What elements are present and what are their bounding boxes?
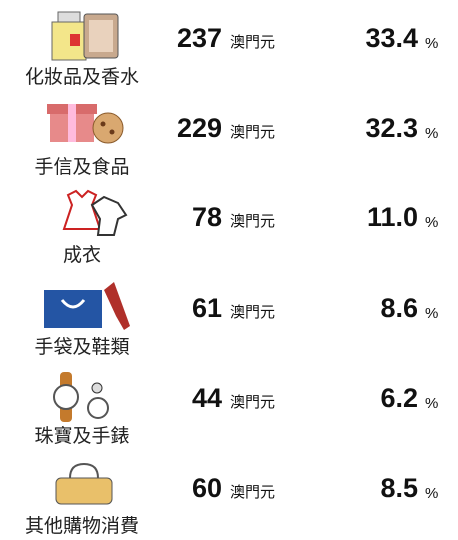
category-label: 珠寶及手錶 [34,425,129,447]
amount-unit: 澳門元 [230,484,275,501]
icon-clothing [62,189,128,236]
icon-basket [55,462,113,505]
category-label: 手袋及鞋類 [34,336,129,358]
category-label: 其他購物消費 [25,515,139,535]
amount-unit: 澳門元 [230,394,275,411]
icon-cosmetics [51,11,119,61]
amount-unit: 澳門元 [230,34,275,51]
amount: 78 [192,202,222,232]
percent: 11.0 [367,202,418,232]
amount-unit: 澳門元 [230,124,275,141]
percent: 32.3 [365,113,418,143]
icon-watch-ring [53,372,109,422]
amount: 44 [192,383,222,413]
percent-unit: % [425,125,438,142]
amount-unit: 澳門元 [230,213,275,230]
percent: 8.6 [380,293,418,323]
percent-unit: % [425,305,438,322]
percent-unit: % [425,395,438,412]
amount: 229 [177,113,222,143]
percent: 33.4 [365,23,418,53]
category-label: 化妝品及香水 [25,66,139,88]
category-label: 手信及食品 [34,156,129,178]
amount: 60 [192,473,222,503]
percent-unit: % [425,485,438,502]
amount-unit: 澳門元 [230,304,275,321]
percent-unit: % [425,214,438,231]
amount: 61 [192,293,222,323]
icon-gift [47,104,124,144]
percent-unit: % [425,35,438,52]
category-label: 成衣 [63,244,101,266]
percent: 8.5 [380,473,418,503]
icon-bag-shoe [44,282,130,330]
percent: 6.2 [380,383,418,413]
amount: 237 [177,23,222,53]
